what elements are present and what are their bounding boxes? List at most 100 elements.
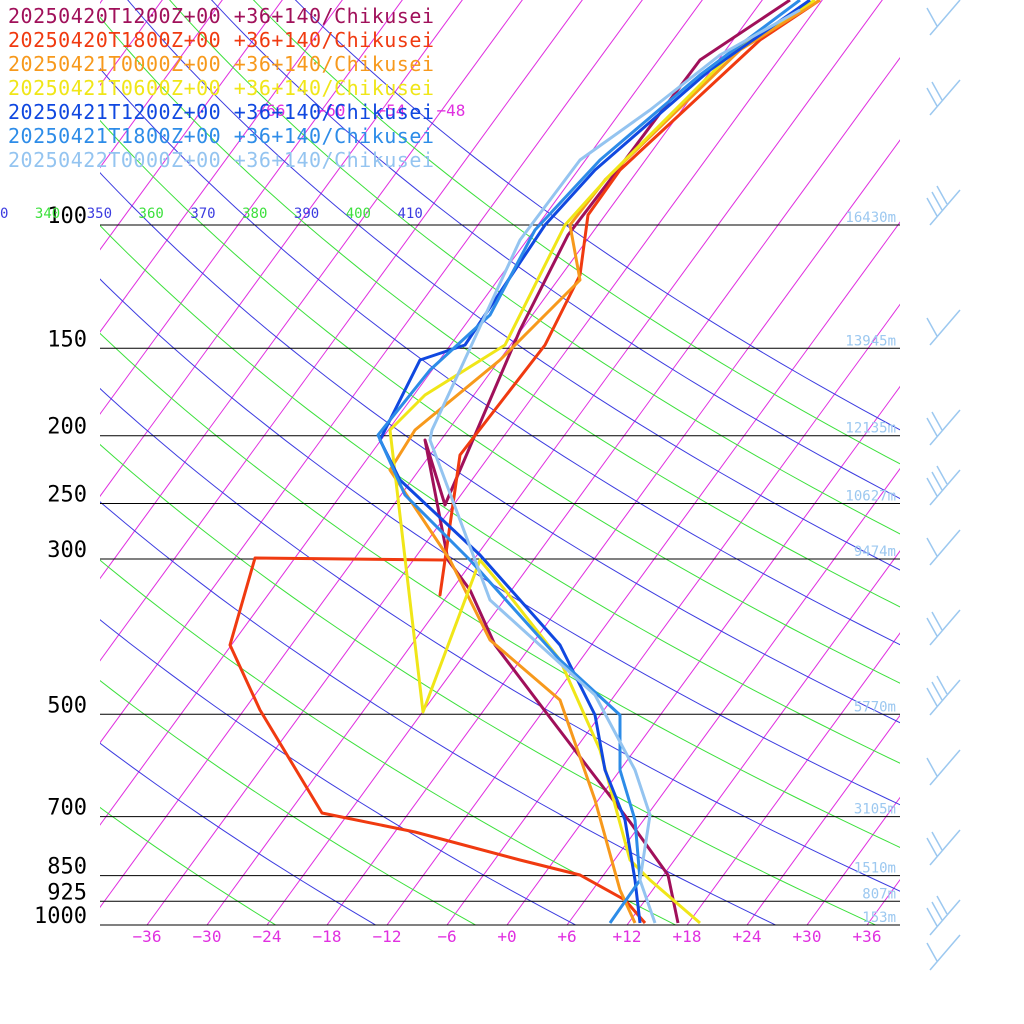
wind-barb-flag — [926, 837, 938, 857]
wind-barb-flag — [926, 617, 938, 637]
theta-line — [100, 67, 900, 646]
theta-line — [100, 443, 877, 925]
wind-barb-flag — [926, 87, 938, 107]
isotherm-line — [100, 0, 523, 580]
height-label: 12135m — [845, 421, 896, 437]
x-tick-label: +30 — [793, 927, 822, 946]
wind-barb-flag — [926, 537, 938, 557]
wind-barb-flag — [931, 191, 943, 211]
theta-line — [169, 0, 900, 535]
wind-barb-flag — [926, 317, 938, 337]
theta-line — [252, 0, 900, 465]
wind-barb-flag — [926, 197, 938, 217]
top-temp-label: −60 — [317, 101, 346, 120]
isotherm-line — [566, 467, 900, 925]
theta-line — [100, 680, 477, 925]
theta-line — [294, 0, 900, 431]
pressure-label: 100 — [47, 204, 87, 229]
profile-line-0 — [423, 0, 791, 924]
top-temp-label: −66 — [257, 101, 286, 120]
theta-label: 330 — [0, 206, 8, 222]
isotherm-line — [100, 0, 583, 662]
theta-line — [210, 0, 900, 500]
isotherm-line — [987, 0, 1024, 925]
wind-barb-flag — [926, 757, 938, 777]
height-label: 13945m — [845, 333, 896, 349]
x-tick-label: +18 — [673, 927, 702, 946]
legend-entry: 20250420T1800Z+00 +36+140/Chikusei — [8, 28, 435, 52]
wind-barb — [929, 469, 961, 506]
wind-barb-flag — [926, 942, 938, 962]
theta-label: 360 — [139, 206, 164, 222]
theta-label: 410 — [398, 206, 423, 222]
pressure-label: 925 — [47, 880, 87, 905]
wind-barb-flag — [936, 675, 948, 695]
isotherm-line — [100, 0, 703, 826]
wind-barb — [929, 409, 961, 446]
pressure-label: 700 — [47, 796, 87, 821]
theta-line — [100, 332, 900, 848]
temperature-profiles — [228, 0, 821, 925]
legend-entry: 20250421T0000Z+00 +36+140/Chikusei — [8, 52, 435, 76]
legend: 20250420T1200Z+00 +36+140/Chikusei 20250… — [8, 4, 434, 172]
wind-barb — [929, 609, 961, 646]
x-tick-label: −36 — [133, 927, 162, 946]
wind-barb — [929, 0, 961, 36]
isotherm-line — [386, 221, 900, 925]
isotherm-line — [506, 385, 900, 925]
top-temp-label: −48 — [437, 101, 466, 120]
theta-label: 390 — [294, 206, 319, 222]
height-label: 5770m — [854, 699, 896, 715]
isotherm-line — [206, 0, 883, 925]
theta-line — [100, 501, 777, 925]
profile-line-4 — [378, 0, 811, 924]
x-tick-label: −18 — [313, 927, 342, 946]
isotherm-line — [100, 0, 403, 415]
wind-barb — [929, 309, 961, 346]
theta-line — [100, 559, 677, 925]
theta-label: 350 — [87, 206, 112, 222]
height-label: 10627m — [845, 489, 896, 505]
pressure-label: 300 — [47, 538, 87, 563]
height-label: 9474m — [854, 544, 896, 560]
height-labels: 16430m 13945m 12135m 10627m 9474m 5770m 3105m 1… — [845, 210, 896, 926]
x-tick-label: +36 — [853, 927, 882, 946]
isotherm-line — [866, 878, 900, 925]
height-label: 1510m — [854, 861, 896, 877]
isotherm-line — [626, 550, 900, 925]
pressure-label: 1000 — [34, 904, 87, 929]
wind-barb — [929, 529, 961, 566]
top-temperature-labels: −66 −60 −54 −48 — [257, 101, 466, 120]
isotherm-line — [927, 0, 1024, 925]
isotherm-line — [746, 714, 900, 925]
wind-barb — [929, 79, 961, 116]
theta-label: 380 — [242, 206, 267, 222]
height-label: 153m — [862, 910, 896, 926]
wind-barb — [929, 934, 961, 971]
x-tick-label: +0 — [497, 927, 516, 946]
theta-label: 370 — [190, 206, 215, 222]
top-temp-label: −54 — [377, 101, 406, 120]
x-tick-label: −12 — [373, 927, 402, 946]
theta-label: 340 — [35, 206, 60, 222]
profile-line-3 — [388, 0, 816, 925]
legend-entry: 20250420T1200Z+00 +36+140/Chikusei — [8, 4, 435, 28]
x-tick-label: +6 — [557, 927, 576, 946]
pressure-label: 250 — [47, 483, 87, 508]
isotherm-line — [326, 139, 900, 925]
pressure-label: 200 — [47, 415, 87, 440]
height-label: 16430m — [845, 210, 896, 226]
theta-labels: 310320330340350360370380390400410 — [0, 206, 423, 222]
pressure-lines — [100, 224, 900, 926]
wind-barb — [929, 829, 961, 866]
pressure-label: 850 — [47, 855, 87, 880]
isotherm-line — [446, 303, 900, 925]
isotherm-line — [100, 0, 463, 498]
wind-barb-flag — [936, 465, 948, 485]
wind-barb-flag — [931, 81, 943, 101]
theta-line — [100, 224, 900, 764]
theta-line — [100, 278, 900, 806]
legend-entry: 20250421T1200Z+00 +36+140/Chikusei — [8, 100, 435, 124]
wind-barb-flag — [926, 687, 938, 707]
